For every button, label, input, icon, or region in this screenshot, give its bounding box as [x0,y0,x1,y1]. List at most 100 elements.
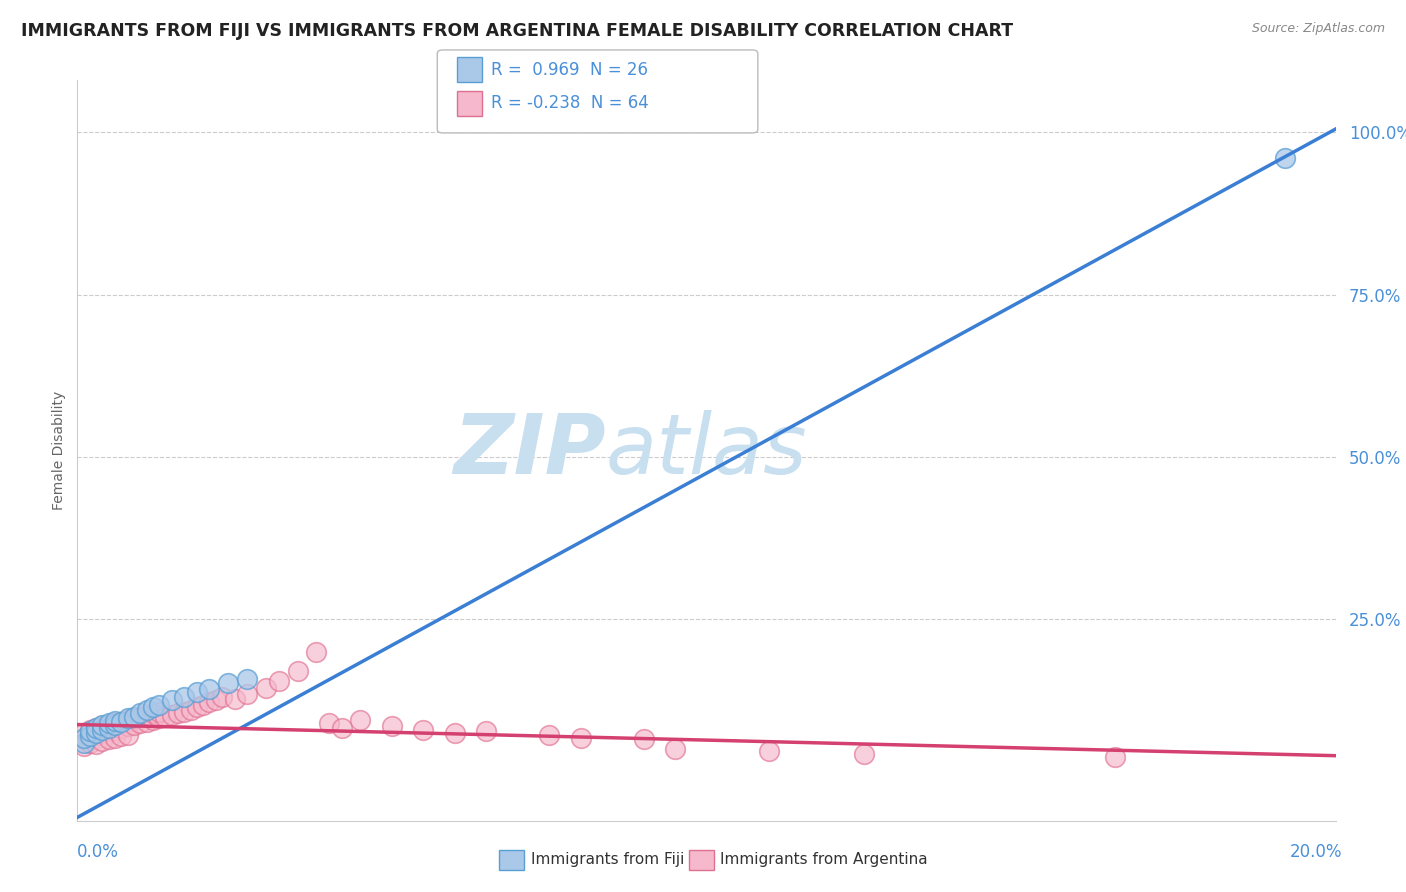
Point [91,726,114,740]
Point [79,729,101,743]
Point [84,722,107,736]
Point [84,722,107,736]
Point [173,705,195,719]
Point [254,681,277,695]
Point [117,711,139,725]
Point [186,685,208,699]
Point [852,747,875,762]
Point [129,710,152,724]
Point [110,722,132,736]
Point [72,732,94,747]
Point [104,723,127,737]
Point [173,690,195,705]
Point [91,734,114,748]
Point [129,716,152,731]
Point [236,672,259,686]
Point [142,706,165,721]
Point [135,714,157,729]
Point [122,717,145,731]
Point [180,703,202,717]
Y-axis label: Female Disability: Female Disability [52,391,66,510]
Point [84,726,107,740]
Point [758,743,780,757]
Point [110,714,132,729]
Point [142,700,165,714]
Point [287,665,309,679]
Point [97,732,120,747]
Text: R = -0.238  N = 64: R = -0.238 N = 64 [491,95,648,112]
Point [330,722,353,736]
Point [224,691,246,706]
Point [167,706,190,721]
Point [117,728,139,742]
Text: 0.0%: 0.0% [77,843,120,861]
Point [148,698,170,712]
Point [97,717,120,731]
Text: IMMIGRANTS FROM FIJI VS IMMIGRANTS FROM ARGENTINA FEMALE DISABILITY CORRELATION : IMMIGRANTS FROM FIJI VS IMMIGRANTS FROM … [21,22,1014,40]
Point [148,711,170,725]
Point [211,690,233,705]
Point [72,736,94,750]
Text: 20.0%: 20.0% [1291,843,1343,861]
Point [349,713,371,727]
Text: R =  0.969  N = 26: R = 0.969 N = 26 [491,61,648,78]
Point [135,703,157,717]
Point [148,705,170,719]
Point [160,708,183,723]
Point [412,723,434,737]
Point [198,695,221,709]
Text: atlas: atlas [606,410,807,491]
Point [104,717,127,731]
Point [117,719,139,733]
Point [1104,750,1126,764]
Point [122,710,145,724]
Point [155,710,177,724]
Point [79,729,101,743]
Point [633,732,655,747]
Point [97,716,120,731]
Point [84,728,107,742]
Text: Immigrants from Argentina: Immigrants from Argentina [720,853,928,867]
Point [204,693,226,707]
Text: Immigrants from Fiji: Immigrants from Fiji [531,853,685,867]
Point [110,729,132,743]
Point [217,676,239,690]
Point [72,726,94,740]
Point [104,716,127,731]
Point [444,726,467,740]
Point [142,713,165,727]
Point [79,724,101,739]
Point [381,719,404,733]
Point [160,693,183,707]
Point [122,711,145,725]
Point [236,687,259,701]
Point [538,728,561,742]
Point [664,742,686,756]
Point [198,681,221,696]
Point [104,714,127,729]
Point [1274,151,1296,165]
Point [91,723,114,737]
Point [135,708,157,723]
Point [97,724,120,739]
Point [305,645,328,659]
Point [91,717,114,731]
Point [104,731,127,745]
Point [97,722,120,736]
Point [79,736,101,750]
Point [475,724,498,739]
Point [72,739,94,753]
Point [129,706,152,721]
Point [267,673,290,688]
Point [117,713,139,727]
Point [186,700,208,714]
Point [110,714,132,729]
Text: Source: ZipAtlas.com: Source: ZipAtlas.com [1251,22,1385,36]
Point [72,731,94,745]
Text: ZIP: ZIP [453,410,606,491]
Point [79,723,101,737]
Point [191,698,215,712]
Point [84,737,107,751]
Point [569,731,592,745]
Point [91,719,114,733]
